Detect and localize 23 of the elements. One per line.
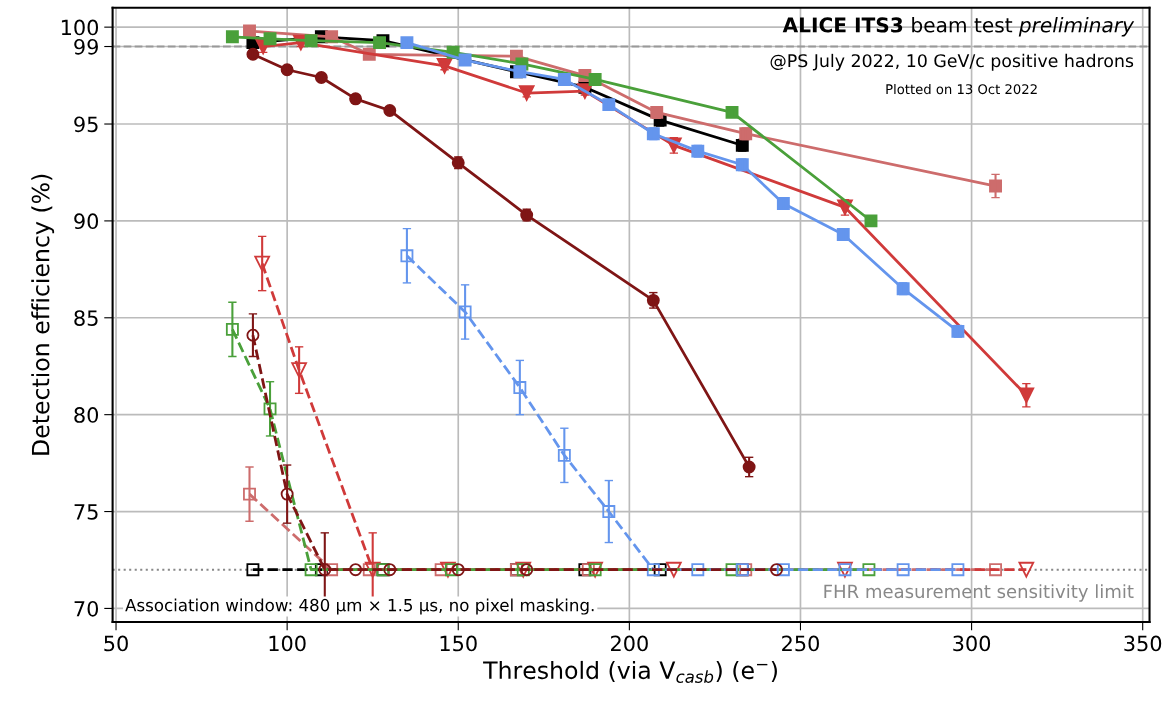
annotation: beam test xyxy=(912,16,1013,33)
y-tick-label: 95 xyxy=(74,116,98,133)
x-tick-label: 350 xyxy=(1124,635,1162,652)
y-tick-label: 75 xyxy=(74,504,98,520)
x-tick-label: 150 xyxy=(440,635,477,652)
y-tick-label: 80 xyxy=(74,407,99,423)
x-tick-label: 200 xyxy=(611,635,648,652)
y-tick-label: 90 xyxy=(74,213,99,230)
y-tick-label: 100 xyxy=(61,19,99,36)
annotation: ALICE ITS3 xyxy=(782,17,903,33)
x-tick-label: 50 xyxy=(104,635,128,652)
x-tick-label: 100 xyxy=(269,635,306,652)
annotation: @PS July 2022, 10 GeV/c positive hadrons xyxy=(770,53,1134,71)
y-axis-title: Detection efficiency (%) xyxy=(31,174,55,455)
y-tick-label: 99 xyxy=(74,38,98,55)
x-tick-label: 250 xyxy=(782,635,819,652)
annotation: Association window: 480 μm × 1.5 μs, no pixel masking. xyxy=(125,598,594,615)
x-tick-label: 300 xyxy=(953,635,991,652)
y-tick-label: 70 xyxy=(74,600,99,617)
y-tick-label: 85 xyxy=(74,310,98,326)
x-axis-title: Threshold (via V$_{casb}$) (e$^{−}$) xyxy=(483,660,777,683)
annotation: Plotted on 13 Oct 2022 xyxy=(886,83,1037,95)
annotation: preliminary xyxy=(1018,16,1135,37)
